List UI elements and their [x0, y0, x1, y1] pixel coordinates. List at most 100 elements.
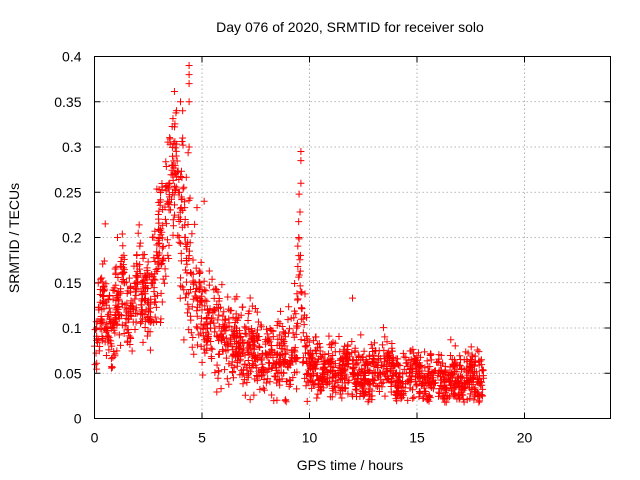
data-point — [217, 303, 225, 311]
data-point — [273, 379, 281, 387]
data-point — [184, 149, 192, 157]
data-point — [101, 324, 109, 332]
data-point — [177, 282, 185, 290]
data-point — [314, 390, 322, 398]
data-point — [467, 363, 475, 371]
data-point — [295, 190, 303, 198]
outlier-point — [179, 107, 187, 115]
data-point — [150, 319, 158, 327]
data-point — [471, 352, 479, 360]
data-point — [212, 285, 220, 293]
data-point — [211, 307, 219, 315]
data-point — [177, 239, 185, 247]
data-point — [368, 392, 376, 400]
data-point — [204, 309, 212, 317]
data-point — [285, 382, 293, 390]
data-point — [158, 298, 166, 306]
data-point — [146, 346, 154, 354]
data-point — [197, 292, 205, 300]
data-point — [232, 310, 240, 318]
data-point — [118, 230, 126, 238]
data-point — [243, 378, 251, 386]
data-point — [260, 386, 268, 394]
data-point — [409, 349, 417, 357]
data-point — [131, 325, 139, 333]
data-point — [321, 376, 329, 384]
data-point — [123, 299, 131, 307]
data-point — [450, 391, 458, 399]
data-point — [208, 275, 216, 283]
data-point — [248, 325, 256, 333]
data-point — [294, 295, 302, 303]
data-point — [112, 263, 120, 271]
data-point — [413, 352, 421, 360]
data-point — [220, 333, 227, 341]
data-point — [92, 325, 100, 333]
data-point — [380, 346, 388, 354]
data-point — [464, 349, 472, 357]
data-point — [125, 315, 133, 323]
data-point — [121, 279, 129, 287]
data-point — [420, 372, 428, 380]
data-point — [453, 395, 461, 403]
data-point — [284, 316, 292, 324]
data-point — [384, 348, 392, 356]
data-point — [137, 301, 145, 309]
data-point — [419, 380, 427, 388]
data-point — [253, 326, 261, 334]
data-point — [335, 333, 343, 341]
data-point — [132, 291, 140, 299]
data-point — [356, 389, 364, 397]
data-point — [307, 372, 315, 380]
data-point — [392, 395, 400, 403]
data-point — [139, 338, 147, 346]
data-point — [350, 370, 358, 378]
data-point — [368, 357, 376, 365]
data-point — [154, 255, 162, 263]
data-point — [396, 378, 404, 386]
data-point — [206, 318, 214, 326]
data-point — [197, 258, 205, 266]
data-point — [92, 349, 100, 357]
data-point — [304, 366, 312, 374]
data-point — [319, 380, 327, 388]
data-point — [182, 257, 190, 265]
chart-title: Day 076 of 2020, SRMTID for receiver sol… — [216, 19, 484, 35]
data-point — [293, 296, 301, 304]
data-point — [247, 334, 255, 342]
data-point — [297, 336, 305, 344]
data-point — [180, 336, 188, 344]
data-point — [243, 364, 251, 372]
data-point — [374, 373, 382, 381]
data-point — [191, 220, 199, 228]
outlier-point — [185, 71, 193, 79]
data-point — [142, 306, 150, 314]
data-point — [451, 365, 459, 373]
data-point — [342, 373, 350, 381]
x-tick-label: 20 — [517, 430, 533, 446]
data-point — [144, 297, 152, 305]
data-point — [302, 371, 310, 379]
data-point — [328, 393, 336, 401]
data-point — [151, 257, 159, 265]
data-point — [183, 243, 191, 251]
data-point — [241, 351, 249, 359]
data-point — [214, 374, 222, 382]
data-point — [105, 304, 113, 312]
data-point — [125, 274, 133, 282]
y-tick-label: 0.1 — [62, 320, 82, 336]
y-tick-label: 0.15 — [54, 275, 81, 291]
data-point — [117, 312, 125, 320]
data-point — [169, 176, 177, 184]
outlier-point — [297, 148, 305, 156]
data-point — [288, 351, 296, 359]
data-point — [305, 350, 313, 358]
data-point — [447, 369, 455, 377]
data-point — [299, 358, 307, 366]
data-point — [222, 315, 230, 323]
data-point — [116, 311, 124, 319]
data-point — [186, 239, 194, 247]
data-point — [166, 179, 174, 187]
data-point — [111, 329, 119, 337]
data-point — [223, 375, 231, 383]
